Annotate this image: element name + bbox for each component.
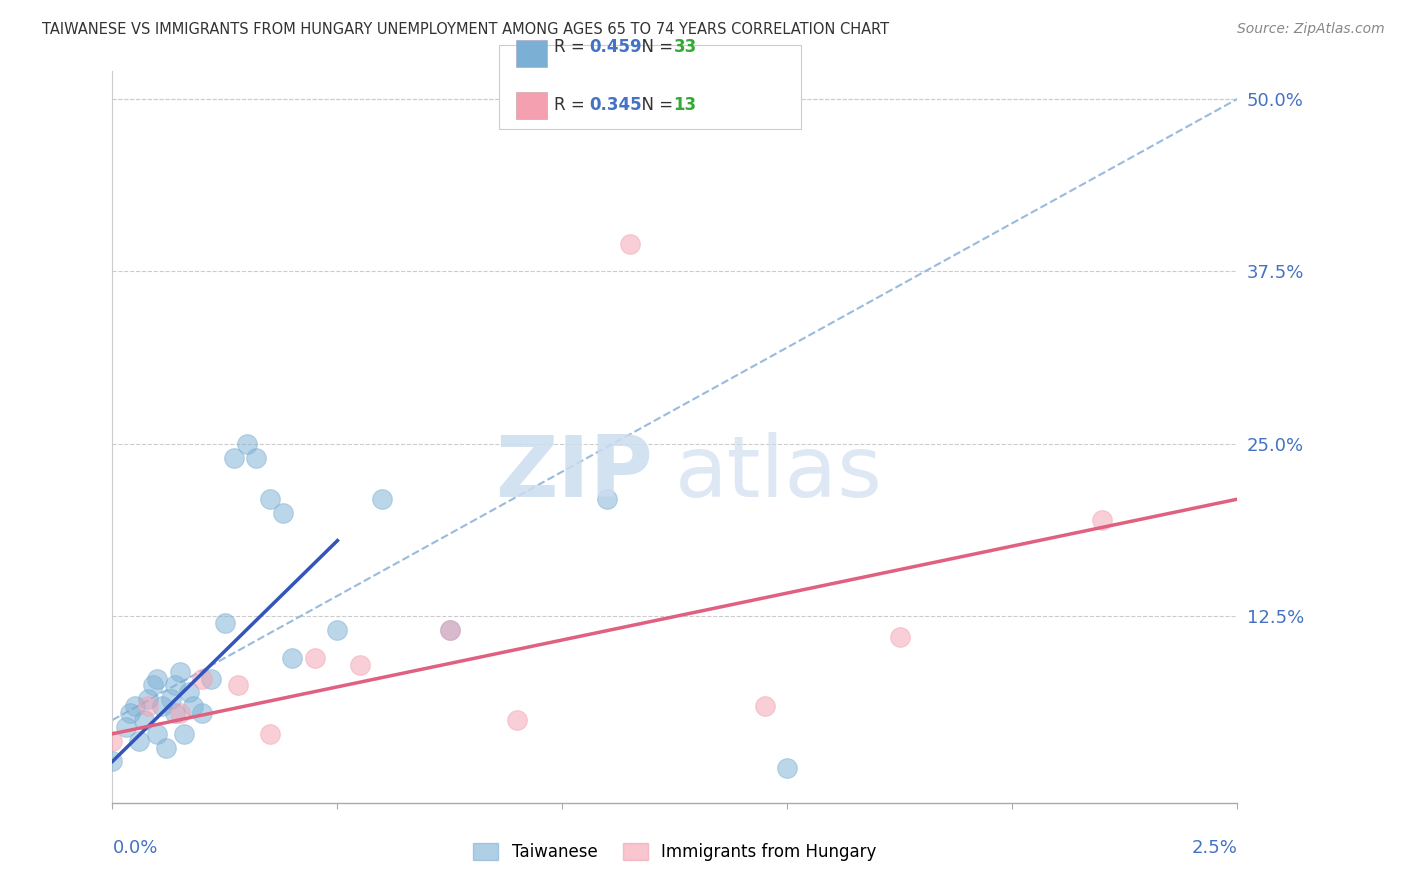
Text: 0.0%: 0.0% [112,839,157,857]
Point [596,492,619,507]
Legend: Taiwanese, Immigrants from Hungary: Taiwanese, Immigrants from Hungary [467,836,883,868]
Point [754,699,776,714]
Point [146,672,169,686]
Point [326,624,349,638]
Point [371,492,394,507]
Point [889,630,911,644]
Point [124,699,146,714]
Point [349,657,371,672]
Point [506,713,529,727]
Point [142,678,165,692]
Point [245,450,267,465]
Point [120,706,142,720]
Point [115,720,138,734]
Point [177,685,200,699]
Point [304,651,326,665]
Point [128,733,150,747]
Point [155,740,177,755]
Point [259,492,281,507]
Text: atlas: atlas [675,432,883,516]
Text: 0.459: 0.459 [589,38,641,56]
Text: 13: 13 [673,96,696,114]
Text: TAIWANESE VS IMMIGRANTS FROM HUNGARY UNEMPLOYMENT AMONG AGES 65 TO 74 YEARS CORR: TAIWANESE VS IMMIGRANTS FROM HUNGARY UNE… [42,22,890,37]
Point [165,678,187,692]
Point [191,706,214,720]
Point [160,692,183,706]
Text: Source: ZipAtlas.com: Source: ZipAtlas.com [1237,22,1385,37]
Point [150,699,173,714]
Point [165,706,187,720]
Point [183,699,205,714]
Point [259,727,281,741]
Point [146,727,169,741]
Point [439,624,461,638]
Point [222,450,245,465]
Point [132,713,155,727]
Text: N =: N = [631,96,679,114]
Point [214,616,236,631]
Point [138,699,160,714]
Text: ZIP: ZIP [495,432,652,516]
Point [619,236,641,251]
Text: 2.5%: 2.5% [1191,839,1237,857]
Point [191,672,214,686]
Point [439,624,461,638]
Text: R =: R = [554,96,591,114]
Point [236,437,259,451]
Text: 0.345: 0.345 [589,96,641,114]
Point [776,761,799,775]
Text: 33: 33 [673,38,697,56]
Point [173,727,195,741]
Text: N =: N = [631,38,679,56]
Text: R =: R = [554,38,591,56]
Point [228,678,250,692]
Point [200,672,222,686]
Point [281,651,304,665]
Point [169,665,191,679]
Point [273,506,295,520]
Point [1091,513,1114,527]
Point [138,692,160,706]
Point [101,755,124,769]
Point [169,706,191,720]
Point [101,733,124,747]
